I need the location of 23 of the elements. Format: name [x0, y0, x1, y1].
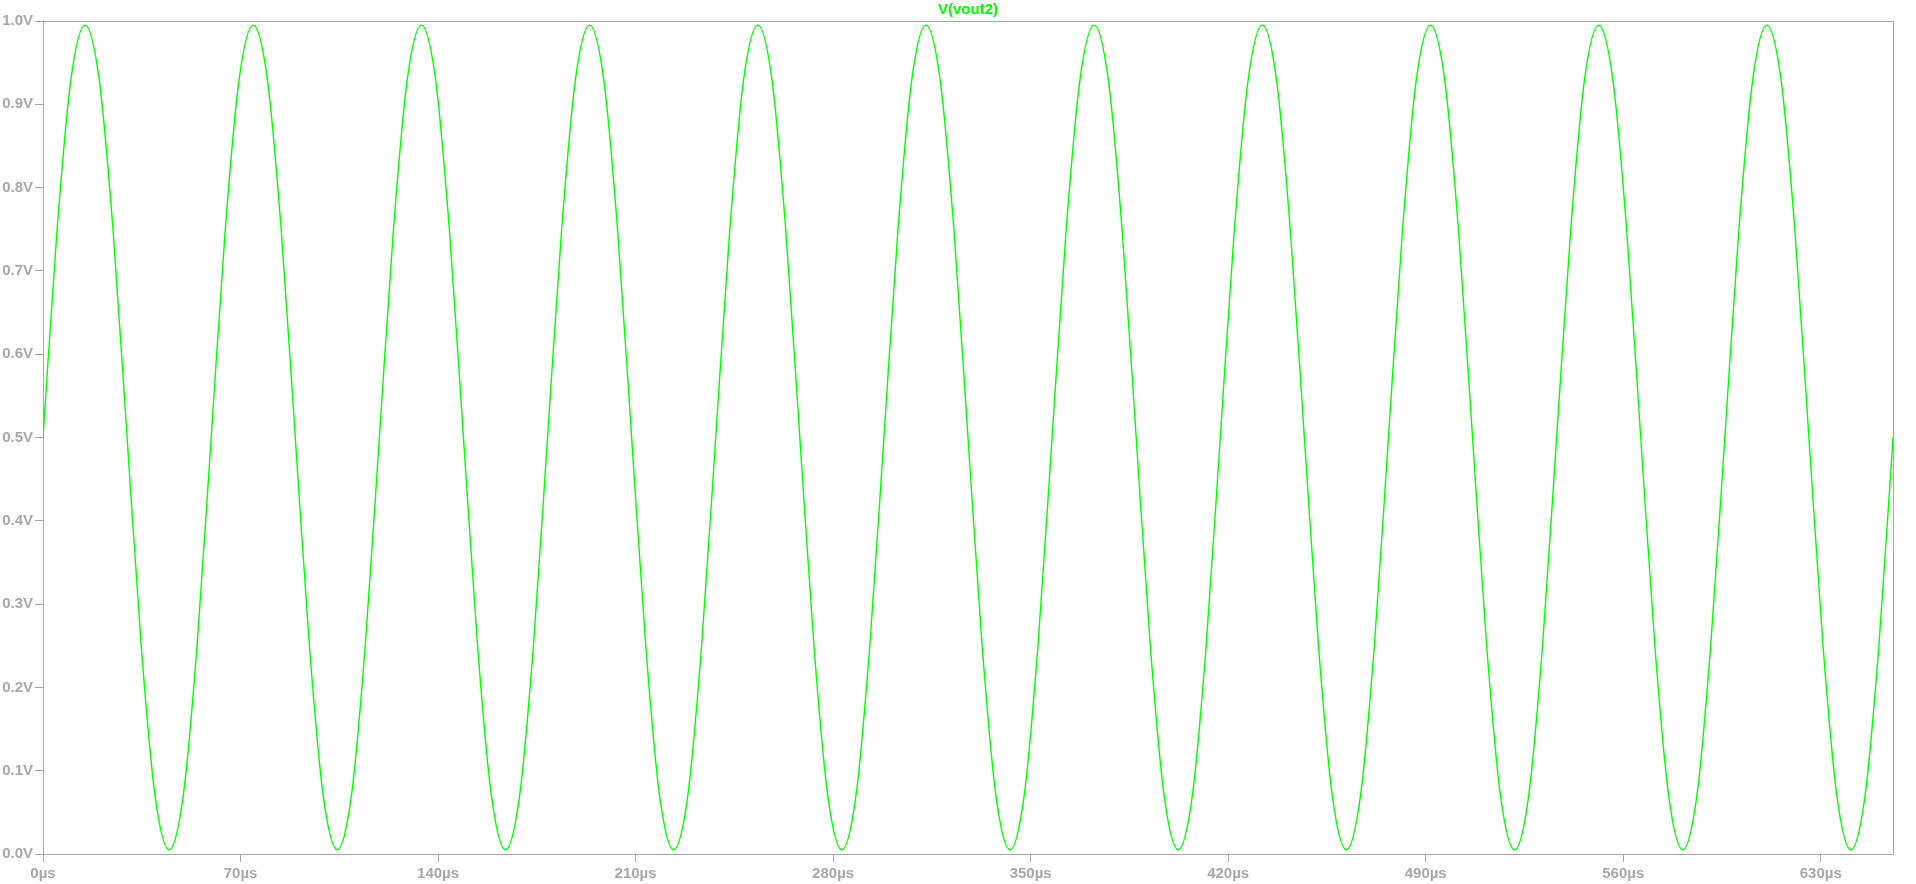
x-tick-label: 280µs [812, 864, 855, 882]
y-tick-label: 0.0V [2, 844, 33, 862]
y-tick-label: 0.4V [2, 510, 33, 528]
x-tick-label: 630µs [1799, 864, 1842, 882]
y-tick-label: 0.5V [2, 427, 33, 445]
x-tick-label: 210µs [614, 864, 657, 882]
series-label: V(vout2) [938, 0, 998, 18]
y-tick-label: 0.9V [2, 94, 33, 112]
x-tick-label: 490µs [1404, 864, 1447, 882]
y-tick-label: 0.8V [2, 177, 33, 195]
y-tick-label: 0.3V [2, 594, 33, 612]
y-tick-label: 0.6V [2, 344, 33, 362]
x-tick-label: 0µs [30, 864, 56, 882]
line-series [43, 24, 1893, 851]
y-tick-label: 0.1V [2, 760, 33, 778]
y-tick-label: 0.7V [2, 261, 33, 279]
y-tick-label: 0.2V [2, 677, 33, 695]
x-tick-label: 420µs [1207, 864, 1250, 882]
x-tick-label: 140µs [417, 864, 460, 882]
x-tick-label: 70µs [223, 864, 258, 882]
x-tick-label: 350µs [1009, 864, 1052, 882]
x-tick-label: 560µs [1602, 864, 1645, 882]
y-tick-label: 1.0V [2, 11, 33, 29]
